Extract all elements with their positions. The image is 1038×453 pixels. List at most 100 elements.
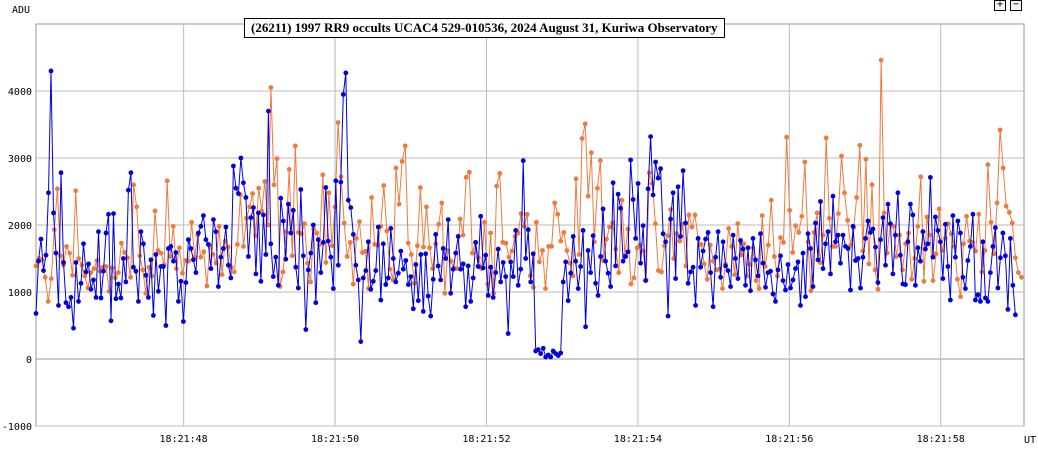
comparison-data-point bbox=[152, 208, 158, 214]
comparison-data-point bbox=[116, 270, 121, 275]
comparison-data-point bbox=[842, 190, 847, 196]
target-data-point bbox=[858, 285, 863, 291]
x-tick-label: 18:21:48 bbox=[160, 434, 208, 445]
target-data-point bbox=[830, 193, 836, 199]
comparison-data-point bbox=[653, 221, 658, 227]
comparison-data-point bbox=[1003, 203, 1009, 209]
target-data-point bbox=[313, 300, 319, 306]
comparison-data-point bbox=[119, 240, 124, 246]
target-data-point bbox=[535, 347, 541, 352]
target-data-point bbox=[733, 256, 738, 261]
target-data-point bbox=[678, 234, 683, 239]
target-data-point bbox=[236, 191, 241, 196]
comparison-data-point bbox=[772, 254, 777, 259]
target-data-point bbox=[186, 237, 191, 243]
target-data-point bbox=[575, 286, 581, 291]
zoom-in-button[interactable]: + bbox=[994, 0, 1006, 11]
target-data-point bbox=[176, 299, 181, 304]
target-data-point bbox=[270, 274, 276, 279]
target-data-point bbox=[370, 278, 376, 284]
comparison-data-point bbox=[814, 210, 820, 216]
target-data-point bbox=[720, 239, 726, 245]
comparison-data-point bbox=[180, 270, 185, 276]
comparison-data-point bbox=[524, 211, 530, 217]
target-data-point bbox=[878, 237, 883, 243]
target-data-point bbox=[813, 220, 818, 226]
comparison-data-point bbox=[256, 185, 262, 191]
comparison-data-point bbox=[323, 260, 329, 265]
comparison-data-point bbox=[555, 211, 561, 217]
target-data-point bbox=[56, 303, 61, 308]
target-data-point bbox=[803, 294, 808, 300]
target-data-point bbox=[988, 270, 993, 275]
target-data-point bbox=[978, 299, 983, 304]
target-data-point bbox=[460, 261, 466, 267]
comparison-data-point bbox=[552, 200, 558, 206]
comparison-data-point bbox=[103, 264, 109, 269]
comparison-data-point bbox=[308, 279, 313, 285]
target-data-point bbox=[715, 229, 721, 235]
comparison-data-point bbox=[854, 195, 860, 200]
target-data-point bbox=[870, 226, 876, 232]
target-data-point bbox=[468, 299, 474, 304]
target-data-point bbox=[380, 241, 386, 247]
target-data-point bbox=[815, 257, 821, 263]
target-data-point bbox=[890, 271, 896, 277]
target-data-point bbox=[320, 240, 326, 245]
target-data-point bbox=[295, 285, 301, 291]
target-data-point bbox=[855, 256, 861, 261]
target-data-point bbox=[705, 230, 711, 235]
x-tick-label: 18:21:52 bbox=[462, 434, 510, 445]
target-data-point bbox=[898, 252, 903, 258]
target-data-point bbox=[753, 257, 758, 263]
target-data-point bbox=[635, 181, 641, 186]
target-data-point bbox=[148, 257, 154, 263]
zoom-out-button[interactable]: − bbox=[1010, 0, 1022, 11]
comparison-data-point bbox=[585, 193, 591, 199]
target-data-point bbox=[273, 254, 279, 260]
target-data-point bbox=[970, 211, 976, 217]
y-axis-label: ADU bbox=[12, 5, 30, 16]
target-data-point bbox=[630, 197, 636, 202]
target-data-point bbox=[915, 245, 921, 251]
comparison-data-point bbox=[67, 250, 72, 256]
target-data-point bbox=[266, 108, 271, 114]
target-data-point bbox=[156, 288, 161, 294]
target-data-point bbox=[503, 274, 509, 279]
target-data-point bbox=[305, 267, 311, 273]
target-data-point bbox=[83, 269, 89, 275]
target-data-point bbox=[880, 215, 886, 221]
target-data-point bbox=[568, 270, 574, 276]
comparison-data-point bbox=[250, 191, 256, 196]
target-data-point bbox=[438, 277, 444, 283]
target-data-point bbox=[81, 241, 86, 247]
target-data-point bbox=[700, 248, 706, 254]
target-data-point bbox=[251, 205, 256, 211]
target-data-point bbox=[310, 222, 316, 228]
target-data-point bbox=[483, 252, 489, 258]
target-data-point bbox=[728, 284, 733, 289]
target-data-point bbox=[608, 284, 613, 289]
comparison-data-point bbox=[415, 243, 420, 249]
comparison-data-point bbox=[836, 211, 841, 217]
target-data-point bbox=[1008, 236, 1013, 241]
target-data-point bbox=[783, 287, 788, 293]
target-data-point bbox=[1000, 230, 1006, 236]
target-data-point bbox=[103, 230, 109, 236]
target-data-point bbox=[973, 297, 978, 303]
comparison-data-point bbox=[439, 200, 445, 206]
target-data-point bbox=[38, 236, 44, 242]
comparison-data-point bbox=[698, 242, 704, 247]
comparison-data-point bbox=[878, 57, 884, 63]
comparison-data-point bbox=[582, 121, 588, 127]
comparison-data-point bbox=[158, 250, 164, 256]
comparison-data-point bbox=[1009, 220, 1015, 226]
comparison-data-point bbox=[131, 182, 137, 188]
target-data-point bbox=[610, 180, 616, 186]
comparison-data-point bbox=[219, 272, 225, 277]
target-data-point bbox=[418, 252, 424, 257]
x-axis-ticks: 18:21:48 18:21:50 18:21:52 18:21:54 18:21:56… bbox=[160, 434, 965, 445]
target-data-point bbox=[228, 275, 234, 281]
target-data-point bbox=[91, 277, 96, 283]
